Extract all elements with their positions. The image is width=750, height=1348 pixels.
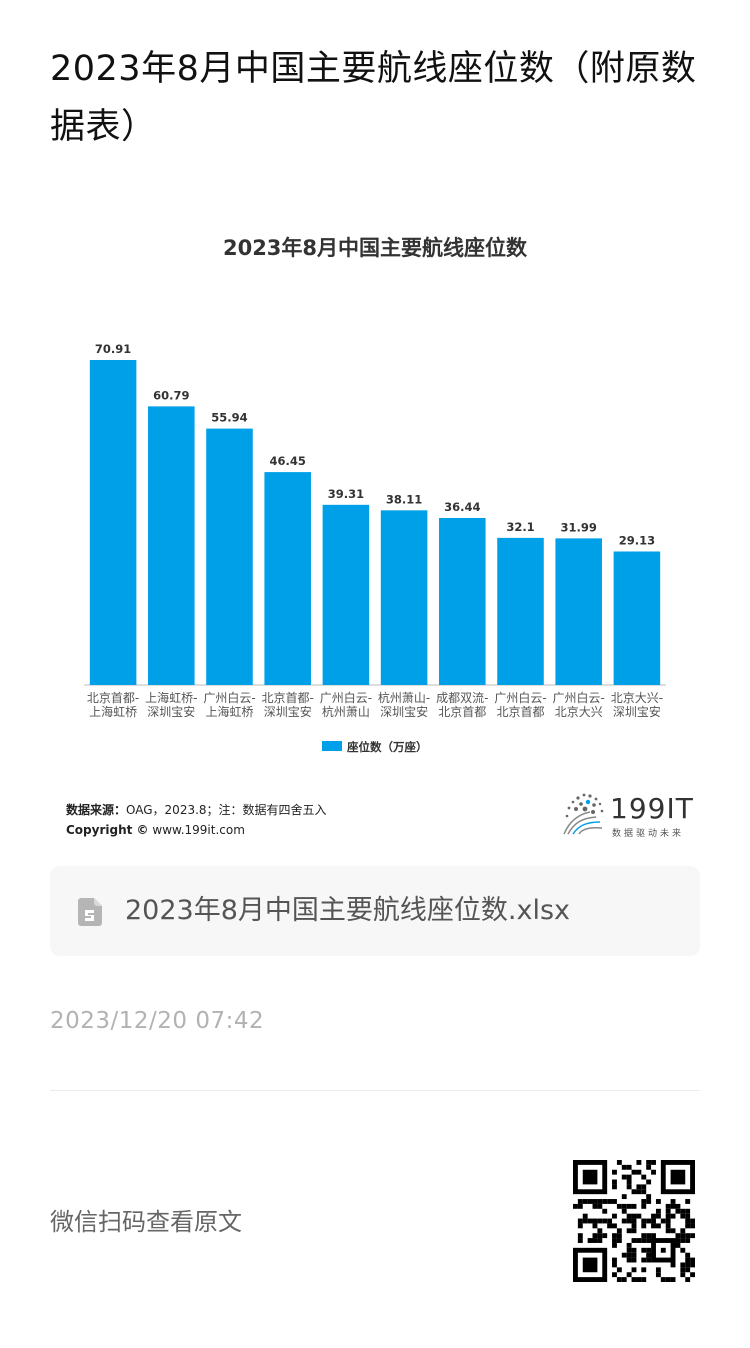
x-tick-label: 深圳宝安	[380, 704, 428, 719]
bar	[89, 359, 137, 685]
x-tick-label: 上海虹桥	[89, 704, 137, 719]
x-tick-label: 北京大兴	[555, 705, 603, 719]
spreadsheet-file-icon	[78, 898, 102, 926]
data-label: 46.45	[270, 454, 306, 468]
brand-name: 199IT	[610, 792, 694, 825]
bar	[264, 472, 311, 685]
chart-source: 数据来源：OAG，2023.8；注：数据有四舍五入 Copyright © ww…	[66, 800, 327, 840]
qr-code-icon[interactable]	[573, 1160, 695, 1282]
data-label: 60.79	[153, 388, 189, 402]
x-tick-label: 上海虹桥	[205, 704, 253, 719]
x-tick-label: 广州白云-	[494, 690, 546, 705]
publish-timestamp: 2023/12/20 07:42	[50, 1008, 265, 1034]
x-tick-label: 北京首都-	[87, 691, 139, 705]
copyright-label: Copyright ©	[66, 823, 149, 837]
chart-title: 2023年8月中国主要航线座位数	[223, 236, 528, 260]
bar-chart: 2023年8月中国主要航线座位数70.91北京首都-上海虹桥60.79上海虹桥-…	[84, 236, 666, 754]
x-tick-label: 北京大兴-	[611, 691, 663, 705]
brand-logo: 199IT 数据驱动未来	[560, 790, 693, 840]
data-label: 70.91	[95, 342, 131, 356]
source-text: OAG，2023.8；注：数据有四舍五入	[126, 803, 327, 817]
x-tick-label: 北京首都	[438, 705, 486, 719]
brand-slogan: 数据驱动未来	[612, 829, 685, 839]
bar	[613, 551, 661, 685]
chart-card: 2023年8月中国主要航线座位数 70.91 北京首都- 上海虹桥 60.79 上海虹桥-…	[50, 210, 700, 850]
x-tick-label: 深圳宝安	[264, 704, 312, 719]
x-tick-label: 深圳宝安	[613, 704, 661, 719]
x-tick-label: 北京首都-	[262, 691, 314, 705]
x-tick-label: 广州白云-	[320, 690, 372, 705]
source-url: www.199it.com	[152, 823, 245, 837]
x-tick-label: 深圳宝安	[147, 704, 195, 719]
data-label: 39.31	[328, 487, 364, 501]
file-attachment[interactable]: 2023年8月中国主要航线座位数.xlsx	[50, 866, 700, 956]
bar	[380, 510, 428, 685]
x-tick-label: 杭州萧山	[322, 704, 370, 719]
data-label: 38.11	[386, 492, 422, 506]
brand-burst-icon	[563, 793, 604, 835]
data-label: 31.99	[561, 520, 597, 534]
bar	[322, 504, 370, 685]
file-name[interactable]: 2023年8月中国主要航线座位数.xlsx	[125, 895, 570, 926]
data-label: 36.44	[444, 500, 480, 514]
legend-swatch	[322, 741, 342, 751]
scan-qr-text: 微信扫码查看原文	[50, 1208, 242, 1236]
x-tick-label: 广州白云-	[553, 690, 605, 705]
bar	[148, 406, 195, 685]
article-title: 2023年8月中国主要航线座位数（附原数据表）	[50, 49, 697, 147]
x-tick-label: 上海虹桥-	[145, 690, 197, 705]
divider	[50, 1090, 700, 1091]
bar	[439, 517, 486, 685]
bar	[206, 428, 253, 685]
x-tick-label: 杭州萧山-	[378, 690, 430, 705]
x-tick-label: 成都双流-	[436, 691, 488, 705]
x-tick-label: 北京首都	[496, 705, 544, 719]
x-tick-label: 广州白云-	[203, 690, 255, 705]
data-label: 32.1	[506, 520, 534, 534]
legend-label: 座位数（万座）	[346, 740, 428, 754]
bar	[555, 538, 602, 685]
bar	[497, 537, 544, 685]
data-label: 55.94	[211, 411, 247, 425]
data-label: 29.13	[619, 533, 655, 547]
source-label: 数据来源：	[66, 803, 127, 817]
